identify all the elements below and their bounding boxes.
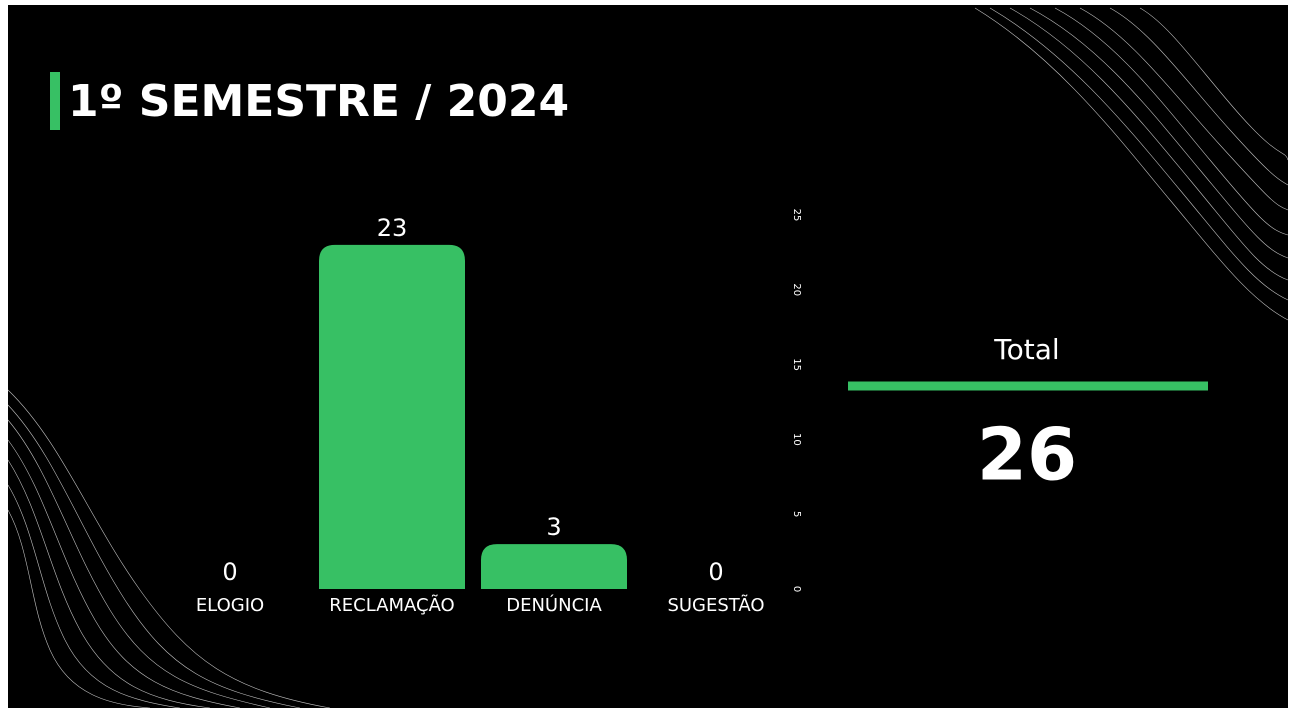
y-tick-label: 25 <box>791 209 802 222</box>
y-tick-label: 15 <box>791 358 802 371</box>
value-label: 0 <box>708 558 723 586</box>
total-value: 26 <box>977 413 1077 497</box>
background <box>8 5 1288 708</box>
x-tick-label: SUGESTÃO <box>667 594 764 616</box>
x-tick-label: ELOGIO <box>196 595 264 616</box>
y-tick-label: 20 <box>791 283 802 296</box>
value-label: 0 <box>222 558 237 586</box>
y-tick-label: 10 <box>791 433 802 446</box>
chart-title: 1º SEMESTRE / 2024 <box>68 76 569 127</box>
x-tick-label: RECLAMAÇÃO <box>329 594 454 616</box>
title-accent <box>50 72 60 130</box>
x-tick-label: DENÚNCIA <box>506 594 602 616</box>
decoration-waves <box>7 7 1289 709</box>
value-label: 23 <box>377 214 408 242</box>
y-tick-label: 0 <box>791 586 802 592</box>
bar <box>481 544 627 589</box>
value-label: 3 <box>546 513 561 541</box>
bar <box>319 244 465 590</box>
total-label: Total <box>993 333 1059 366</box>
y-tick-label: 5 <box>791 511 802 517</box>
